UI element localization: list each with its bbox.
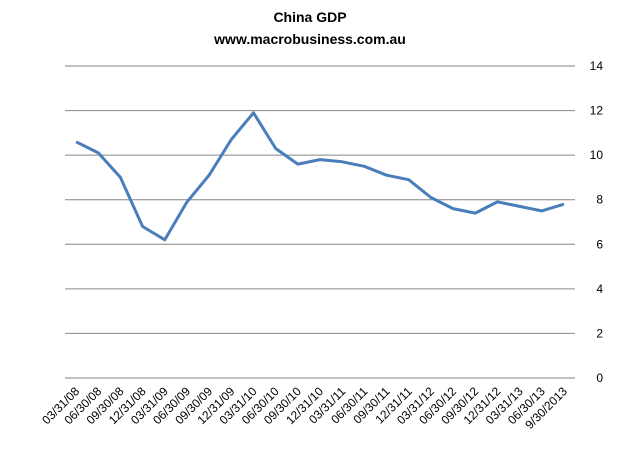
chart-title: China GDP — [273, 9, 346, 25]
y-tick-label: 12 — [590, 104, 604, 118]
y-tick-label: 0 — [596, 371, 603, 385]
data-line — [75, 111, 565, 242]
y-tick-label: 14 — [590, 59, 604, 73]
y-tick-label: 2 — [596, 326, 603, 340]
y-tick-label: 4 — [596, 282, 603, 296]
y-tick-label: 10 — [590, 148, 604, 162]
y-tick-label: 8 — [596, 193, 603, 207]
chart-subtitle: www.macrobusiness.com.au — [213, 31, 406, 47]
y-tick-label: 6 — [596, 237, 603, 251]
